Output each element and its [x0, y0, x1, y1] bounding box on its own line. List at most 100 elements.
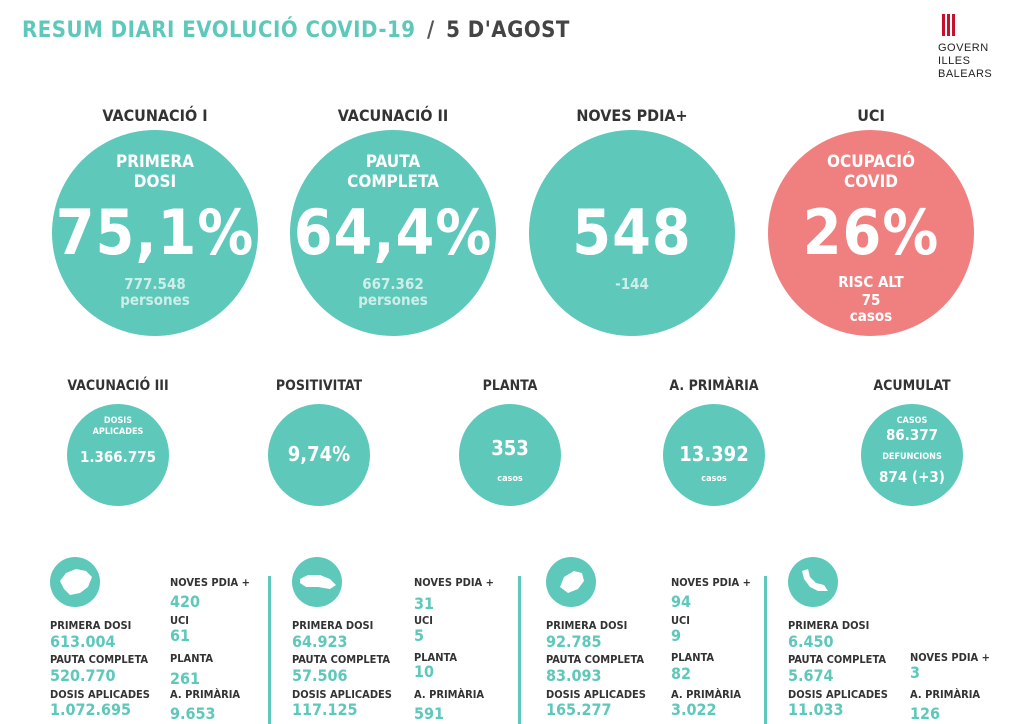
formentera-dosis-value: 11.033 [788, 700, 844, 719]
pdia-value: 548 [572, 196, 692, 269]
title-slash: / [426, 18, 435, 43]
title-text: RESUM DIARI EVOLUCIÓ COVID-19 [22, 18, 416, 43]
menorca-pdia-label: NOVES PDIA + [414, 576, 494, 589]
island-divider-2 [518, 576, 521, 724]
menorca-pauta-label: PAUTA COMPLETA [292, 653, 390, 666]
mallorca-uci-label: UCI [170, 614, 189, 627]
vacunacio-2-circle: PAUTA COMPLETA 64,4% 667.362 persones [290, 130, 496, 336]
eivissa-aprim-label: A. PRIMÀRIA [671, 688, 742, 701]
island-divider-1 [268, 576, 271, 724]
logo-line-2: ILLES [938, 55, 971, 67]
planta-value: 353 [491, 436, 529, 460]
mallorca-uci-value: 61 [170, 626, 191, 645]
aprimaria-heading: A. PRIMÀRIA [669, 378, 759, 394]
vac2-value: 64,4% [293, 196, 493, 269]
eivissa-dosis-value: 165.277 [546, 700, 612, 719]
formentera-primera-value: 6.450 [788, 632, 834, 651]
uci-risk: RISC ALT [838, 273, 904, 291]
formentera-primera-label: PRIMERA DOSI [788, 619, 870, 632]
vac1-foot2: persones [120, 291, 190, 309]
eivissa-dosis-label: DOSIS APLICADES [546, 688, 646, 701]
uci-cases: 75 [861, 291, 881, 309]
aprimaria-circle: 13.392 casos [663, 404, 765, 506]
vac1-sub1: PRIMERA [116, 152, 194, 172]
acumulat-cap2: DEFUNCIONS [882, 452, 942, 462]
mallorca-primera-label: PRIMERA DOSI [50, 619, 132, 632]
eivissa-uci-value: 9 [671, 626, 682, 645]
vac2-sub2: COMPLETA [347, 172, 439, 192]
eivissa-uci-label: UCI [671, 614, 690, 627]
menorca-primera-label: PRIMERA DOSI [292, 619, 374, 632]
uci-circle: OCUPACIÓ COVID 26% RISC ALT 75 casos [768, 130, 974, 336]
formentera-island-icon [788, 557, 838, 607]
uci-heading: UCI [857, 106, 885, 125]
mallorca-pauta-label: PAUTA COMPLETA [50, 653, 148, 666]
menorca-pdia-value: 31 [414, 594, 435, 613]
acumulat-value1: 86.377 [885, 426, 939, 444]
eivissa-pdia-value: 94 [671, 592, 692, 611]
positivitat-heading: POSITIVITAT [275, 378, 363, 394]
pdia-diff: -144 [615, 275, 649, 293]
mallorca-island-icon [50, 557, 100, 607]
vac1-sub2: DOSI [133, 172, 177, 192]
uci-sub2: COVID [844, 172, 898, 192]
mallorca-aprim-label: A. PRIMÀRIA [170, 688, 241, 701]
mallorca-dosis-label: DOSIS APLICADES [50, 688, 150, 701]
mallorca-primera-value: 613.004 [50, 632, 116, 651]
menorca-pauta-value: 57.506 [292, 666, 348, 685]
mallorca-planta-label: PLANTA [170, 652, 214, 665]
formentera-pdia-label: NOVES PDIA + [910, 651, 990, 664]
planta-circle: 353 casos [459, 404, 561, 506]
menorca-planta-label: PLANTA [414, 651, 458, 664]
acumulat-value2: 874 (+3) [879, 468, 945, 486]
menorca-dosis-label: DOSIS APLICADES [292, 688, 392, 701]
menorca-planta-value: 10 [414, 662, 435, 681]
mallorca-planta-value: 261 [170, 669, 201, 688]
menorca-uci-value: 5 [414, 626, 425, 645]
eivissa-island-icon [546, 557, 596, 607]
mallorca-pdia-label: NOVES PDIA + [170, 576, 250, 589]
mallorca-dosis-value: 1.072.695 [50, 700, 132, 719]
govern-logo-mark-icon [942, 14, 956, 36]
positivitat-circle: 9,74% [268, 404, 370, 506]
eivissa-aprim-value: 3.022 [671, 700, 717, 719]
vacunacio-2-heading: VACUNACIÓ II [337, 106, 449, 125]
formentera-aprim-value: 126 [910, 704, 941, 723]
formentera-pdia-value: 3 [910, 663, 921, 682]
vac1-foot1: 777.548 [124, 275, 186, 293]
mallorca-aprim-value: 9.653 [170, 704, 216, 723]
noves-pdia-circle: 548 -144 [529, 130, 735, 336]
eivissa-primera-label: PRIMERA DOSI [546, 619, 628, 632]
noves-pdia-heading: NOVES PDIA+ [576, 106, 688, 125]
uci-value: 26% [802, 196, 940, 269]
eivissa-pauta-label: PAUTA COMPLETA [546, 653, 644, 666]
menorca-aprim-value: 591 [414, 704, 445, 723]
vacunacio-1-circle: PRIMERA DOSI 75,1% 777.548 persones [52, 130, 258, 336]
acumulat-heading: ACUMULAT [873, 378, 951, 394]
menorca-dosis-value: 117.125 [292, 700, 358, 719]
vacunacio-3-heading: VACUNACIÓ III [67, 378, 169, 394]
formentera-pauta-label: PAUTA COMPLETA [788, 653, 886, 666]
govern-logo: GOVERN ILLES BALEARS [938, 14, 1018, 81]
planta-cap: casos [497, 474, 523, 484]
vacunacio-3-circle: DOSIS APLICADES 1.366.775 [67, 404, 169, 506]
menorca-island-icon [292, 557, 342, 607]
menorca-primera-value: 64.923 [292, 632, 348, 651]
island-divider-3 [764, 576, 767, 724]
vac2-sub1: PAUTA [365, 152, 421, 172]
eivissa-planta-label: PLANTA [671, 651, 715, 664]
planta-heading: PLANTA [482, 378, 538, 394]
page-title: RESUM DIARI EVOLUCIÓ COVID-19 / 5 D'AGOS… [22, 18, 570, 43]
acumulat-circle: CASOS 86.377 DEFUNCIONS 874 (+3) [861, 404, 963, 506]
vac3-cap2: APLICADES [92, 427, 144, 437]
uci-sub1: OCUPACIÓ [826, 152, 916, 172]
formentera-dosis-label: DOSIS APLICADES [788, 688, 888, 701]
logo-line-1: GOVERN [938, 42, 989, 54]
eivissa-pauta-value: 83.093 [546, 666, 602, 685]
aprimaria-cap: casos [701, 474, 727, 484]
vac3-cap1: DOSIS [103, 416, 133, 426]
logo-line-3: BALEARS [938, 68, 993, 80]
menorca-uci-label: UCI [414, 614, 433, 627]
mallorca-pauta-value: 520.770 [50, 666, 116, 685]
vac3-value: 1.366.775 [80, 448, 156, 466]
